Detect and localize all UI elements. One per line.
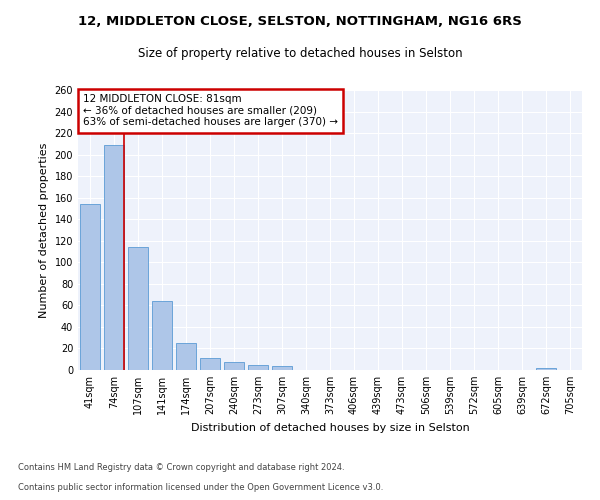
Bar <box>224 362 244 370</box>
Text: Contains HM Land Registry data © Crown copyright and database right 2024.: Contains HM Land Registry data © Crown c… <box>18 464 344 472</box>
Text: 12 MIDDLETON CLOSE: 81sqm
← 36% of detached houses are smaller (209)
63% of semi: 12 MIDDLETON CLOSE: 81sqm ← 36% of detac… <box>83 94 338 128</box>
Bar <box>272 366 292 370</box>
Bar <box>80 204 100 370</box>
Bar <box>152 301 172 370</box>
Text: Contains public sector information licensed under the Open Government Licence v3: Contains public sector information licen… <box>18 484 383 492</box>
Bar <box>128 247 148 370</box>
Text: Size of property relative to detached houses in Selston: Size of property relative to detached ho… <box>137 48 463 60</box>
Bar <box>104 145 124 370</box>
Bar <box>536 368 556 370</box>
Y-axis label: Number of detached properties: Number of detached properties <box>39 142 49 318</box>
Bar <box>248 364 268 370</box>
Bar <box>176 343 196 370</box>
X-axis label: Distribution of detached houses by size in Selston: Distribution of detached houses by size … <box>191 422 469 432</box>
Text: 12, MIDDLETON CLOSE, SELSTON, NOTTINGHAM, NG16 6RS: 12, MIDDLETON CLOSE, SELSTON, NOTTINGHAM… <box>78 15 522 28</box>
Bar <box>200 358 220 370</box>
